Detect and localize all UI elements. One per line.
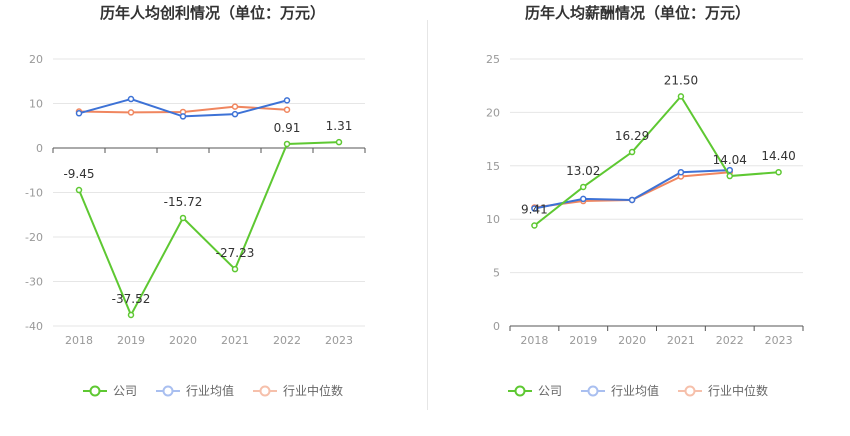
x-tick-label: 2018 bbox=[520, 334, 548, 347]
data-label: -15.72 bbox=[164, 195, 203, 209]
data-point-company bbox=[75, 186, 83, 194]
data-point-industry-avg bbox=[231, 110, 239, 118]
legend-industry-median-marker bbox=[253, 385, 277, 396]
data-point-company bbox=[726, 172, 733, 180]
data-label: 21.50 bbox=[664, 73, 698, 87]
y-tick-label: 20 bbox=[29, 53, 43, 66]
data-point-company bbox=[335, 138, 343, 146]
data-label: 9.41 bbox=[521, 203, 548, 217]
legend-item-industry-avg[interactable]: 行业均值 bbox=[580, 382, 659, 399]
profit-chart: 20 10 0 -10 -20 -30 -40 2018 2019 2020 2021 2022 202… bbox=[25, 53, 366, 347]
data-label: -27.23 bbox=[216, 246, 255, 260]
data-label: 0.91 bbox=[274, 121, 301, 135]
data-point-industry-median bbox=[231, 103, 239, 110]
x-tick-label: 2020 bbox=[169, 334, 197, 347]
data-point-industry-median bbox=[127, 109, 135, 116]
data-label: -9.45 bbox=[63, 167, 94, 181]
legend-industry-avg-marker bbox=[580, 385, 605, 396]
legend-item-company[interactable]: 公司 bbox=[507, 382, 562, 399]
legend-item-company[interactable]: 公司 bbox=[82, 382, 137, 399]
legend-industry-median-marker bbox=[678, 385, 702, 396]
data-point-industry-avg bbox=[531, 205, 538, 212]
data-label: -37.52 bbox=[112, 292, 151, 306]
x-tick-label: 2018 bbox=[65, 334, 93, 347]
data-point-industry-avg bbox=[580, 195, 587, 203]
data-point-industry-avg bbox=[283, 97, 291, 104]
data-point-industry-avg bbox=[677, 168, 685, 176]
data-point-company bbox=[283, 140, 291, 148]
y-tick-label: 0 bbox=[493, 320, 500, 333]
salary-chart: 25 20 15 10 5 0 2018 2019 2020 2021 2022 2023 9.41 13… bbox=[486, 53, 804, 347]
legend-label: 公司 bbox=[537, 384, 562, 398]
data-point-company bbox=[531, 222, 538, 229]
y-tick-label: -10 bbox=[25, 187, 43, 200]
data-point-company bbox=[628, 148, 636, 156]
legend: 公司 行业均值 行业中位数 bbox=[0, 382, 425, 399]
y-tick-label: 20 bbox=[486, 106, 500, 119]
profit-chart-panel: 历年人均创利情况（单位：万元） 20 10 0 -10 -20 -30 -40 2018 201… bbox=[0, 4, 425, 399]
x-tick-label: 2021 bbox=[667, 334, 695, 347]
data-point-industry-avg bbox=[179, 113, 187, 120]
data-point-industry-avg bbox=[75, 110, 83, 117]
data-label: 1.31 bbox=[326, 119, 353, 133]
data-point-company bbox=[677, 93, 685, 100]
legend-label: 行业均值 bbox=[185, 384, 234, 398]
y-tick-label: 10 bbox=[29, 98, 43, 111]
legend-company-marker bbox=[82, 385, 107, 396]
x-tick-label: 2023 bbox=[325, 334, 353, 347]
chart-title: 历年人均薪酬情况（单位：万元） bbox=[524, 4, 750, 22]
y-tick-label: -20 bbox=[25, 231, 43, 244]
data-point-company bbox=[775, 168, 782, 176]
data-point-industry-median bbox=[283, 106, 291, 113]
y-tick-label: 10 bbox=[486, 213, 500, 226]
legend-item-industry-median[interactable]: 行业中位数 bbox=[677, 382, 768, 399]
y-tick-label: 5 bbox=[493, 267, 500, 280]
legend-label: 行业中位数 bbox=[708, 384, 769, 398]
data-label: 14.04 bbox=[713, 153, 747, 167]
legend-label: 行业均值 bbox=[610, 384, 659, 398]
y-tick-label: -30 bbox=[25, 276, 43, 289]
data-point-company bbox=[127, 311, 135, 319]
series-line-company bbox=[78, 141, 340, 318]
legend-industry-avg-marker bbox=[155, 385, 180, 396]
y-tick-label: 15 bbox=[486, 160, 500, 173]
x-tick-label: 2020 bbox=[618, 334, 646, 347]
series-line-company bbox=[533, 94, 779, 227]
legend-company-marker bbox=[507, 385, 532, 396]
x-tick-label: 2021 bbox=[221, 334, 249, 347]
chart-title: 历年人均创利情况（单位：万元） bbox=[99, 4, 325, 22]
data-label: 13.02 bbox=[566, 164, 600, 178]
legend-item-industry-avg[interactable]: 行业均值 bbox=[155, 382, 234, 399]
y-tick-label: 0 bbox=[36, 142, 43, 155]
x-tick-label: 2019 bbox=[117, 334, 145, 347]
legend-label: 公司 bbox=[112, 384, 137, 398]
data-point-industry-avg bbox=[127, 95, 135, 103]
data-label: 16.29 bbox=[615, 129, 649, 143]
y-tick-label: 25 bbox=[486, 53, 500, 66]
data-point-company bbox=[179, 214, 187, 222]
salary-chart-panel: 历年人均薪酬情况（单位：万元） 25 20 15 10 5 0 2018 2019 2020 20… bbox=[425, 0, 850, 436]
panel-divider bbox=[427, 20, 428, 410]
data-point-company bbox=[231, 265, 239, 273]
x-tick-label: 2022 bbox=[273, 334, 301, 347]
x-tick-label: 2023 bbox=[765, 334, 793, 347]
legend-item-industry-median[interactable]: 行业中位数 bbox=[252, 382, 343, 399]
legend-label: 行业中位数 bbox=[283, 384, 344, 398]
data-point-industry-avg bbox=[628, 196, 636, 204]
x-tick-label: 2019 bbox=[569, 334, 597, 347]
x-tick-label: 2022 bbox=[716, 334, 744, 347]
data-point-company bbox=[580, 183, 587, 191]
legend: 公司 行业均值 行业中位数 bbox=[425, 382, 850, 399]
y-tick-label: -40 bbox=[25, 320, 43, 333]
data-label: 14.40 bbox=[761, 149, 795, 163]
